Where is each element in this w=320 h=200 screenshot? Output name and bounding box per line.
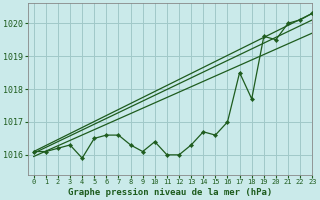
X-axis label: Graphe pression niveau de la mer (hPa): Graphe pression niveau de la mer (hPa) xyxy=(68,188,272,197)
